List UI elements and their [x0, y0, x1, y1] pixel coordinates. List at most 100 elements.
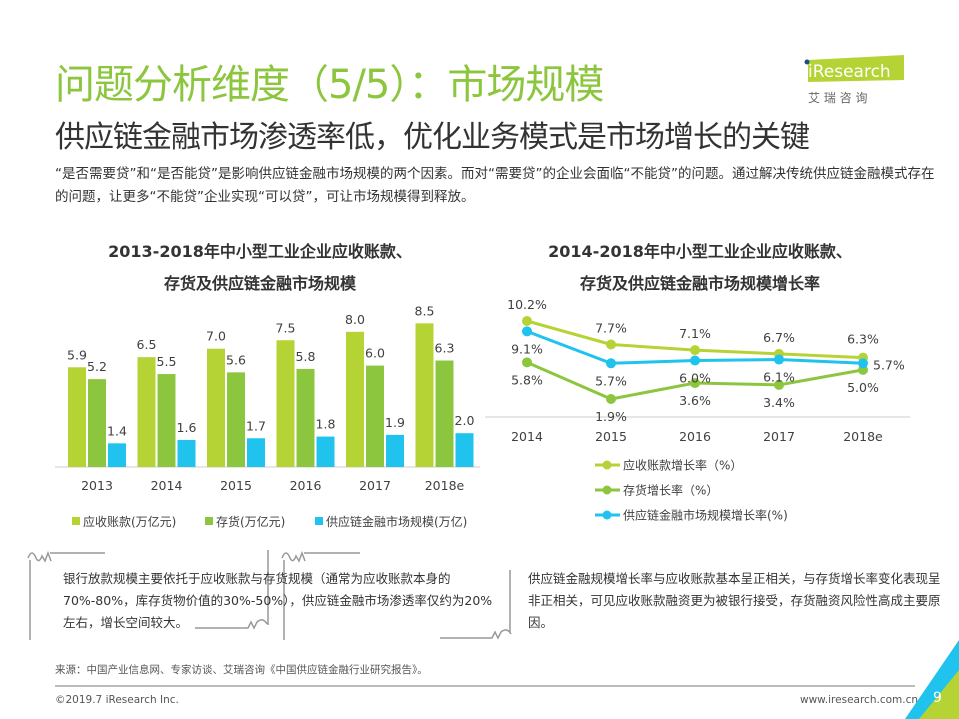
bar — [177, 439, 196, 467]
bar — [276, 340, 295, 467]
x-tick-label: 2017 — [763, 429, 795, 444]
data-label: 5.0% — [847, 380, 879, 395]
intro-text: “是否需要贷”和“是否能贷”是影响供应链金融市场规模的两个因素。而对“需要贷”的… — [55, 166, 935, 205]
x-tick-label: 2017 — [359, 478, 391, 493]
bar — [227, 372, 245, 467]
x-tick-label: 2014 — [151, 478, 183, 493]
note-left: 银行放款规模主要依托于应收账款与存货规模（通常为应收账款本身的70%-80%，库… — [63, 571, 493, 630]
data-label: 6.0 — [365, 346, 385, 361]
bar — [108, 443, 126, 467]
data-label: 5.6 — [226, 352, 246, 367]
data-label: 9.1% — [511, 341, 543, 356]
legend-marker — [602, 510, 612, 520]
footer-divider — [55, 685, 915, 687]
iresearch-logo: iResearch 艾 瑞 咨 询 — [800, 52, 908, 112]
data-label: 6.3% — [847, 332, 879, 347]
data-label: 5.8 — [296, 349, 316, 364]
bar — [296, 368, 315, 467]
data-label: 6.5 — [137, 337, 157, 352]
x-tick-label: 2018e — [843, 429, 883, 444]
copyright: ©2019.7 iResearch Inc. — [55, 694, 179, 706]
x-tick-label: 2016 — [679, 429, 711, 444]
bar-chart-title-line1: 2013-2018年中小型工业企业应收账款、 — [108, 242, 412, 261]
data-point — [858, 358, 868, 369]
website-link[interactable]: www.iresearch.com.cn — [800, 694, 919, 706]
legend-label: 存货(万亿元) — [216, 514, 285, 529]
legend-marker — [602, 460, 612, 470]
data-label: 1.8 — [316, 417, 336, 432]
note-decorations — [27, 550, 512, 640]
data-point — [774, 354, 784, 365]
data-point — [690, 345, 700, 356]
bar — [88, 379, 106, 467]
bar-chart-title-line2: 存货及供应链金融市场规模 — [163, 274, 356, 293]
data-label: 5.2 — [87, 359, 107, 374]
data-label: 1.4 — [107, 423, 127, 438]
data-point — [690, 378, 700, 389]
data-point — [606, 358, 616, 369]
bar — [137, 357, 156, 467]
data-label: 3.4% — [763, 395, 795, 410]
data-point — [606, 339, 616, 350]
data-point — [522, 357, 532, 368]
note-right: 供应链金融规模增长率与应收账款基本呈正相关，与存货增长率变化表现呈非正相关，可见… — [528, 571, 941, 630]
data-point — [774, 379, 784, 390]
bar-chart: 5.95.2 1.4 2013 6.55.5 1.6 2014 7.05.6 1.7 2015 7… — [55, 303, 480, 529]
data-label: 6.1% — [763, 370, 795, 385]
line-chart-title-line1: 2014-2018年中小型工业企业应收账款、 — [548, 242, 852, 261]
page-subtitle: 供应链金融市场渗透率低，优化业务模式是市场增长的关键 — [55, 120, 810, 155]
x-tick-label: 2014 — [511, 429, 543, 444]
legend-label: 应收账款增长率（%） — [623, 458, 742, 473]
x-tick-label: 2015 — [220, 478, 252, 493]
data-label: 7.7% — [595, 321, 627, 336]
bar — [316, 436, 335, 467]
legend-swatch — [72, 517, 80, 525]
logo-cn: 艾 瑞 咨 询 — [808, 90, 867, 105]
data-label: 6.3 — [435, 341, 455, 356]
x-tick-label: 2013 — [81, 478, 113, 493]
data-label: 7.5 — [276, 320, 296, 335]
legend-label: 应收账款(万亿元) — [83, 514, 176, 529]
bar — [455, 433, 474, 467]
bar — [435, 360, 454, 467]
bar — [346, 331, 364, 467]
data-label: 8.5 — [415, 303, 435, 318]
legend-marker — [602, 485, 612, 495]
line-chart-title-line2: 存货及供应链金融市场规模增长率 — [579, 274, 820, 293]
data-label: 1.9 — [385, 415, 405, 430]
bar-chart-title: 2013-2018年中小型工业企业应收账款、 存货及供应链金融市场规模 — [80, 236, 440, 300]
data-label: 6.7% — [763, 330, 795, 345]
data-label: 5.5 — [157, 354, 177, 369]
data-label: 7.0 — [206, 329, 226, 344]
bar — [207, 348, 225, 467]
logo-brand: iResearch — [808, 62, 891, 82]
line-chart: 10.2% 7.7% 7.1% 6.7% 6.3% 5.8% 1.9% 3.6% 3.4% 5.0… — [485, 297, 910, 523]
data-label: 7.1% — [679, 326, 711, 341]
source-text: 来源：中国产业信息网、专家访谈、艾瑞咨询《中国供应链金融行业研究报告》。 — [55, 664, 428, 676]
x-tick-label: 2018e — [425, 478, 465, 493]
data-point — [522, 316, 532, 326]
bar — [415, 323, 434, 467]
bar — [386, 434, 404, 467]
x-tick-label: 2016 — [290, 478, 322, 493]
page-title: 问题分析维度（5/5）：市场规模 — [55, 62, 604, 108]
data-label: 3.6% — [679, 393, 711, 408]
bar — [157, 374, 176, 467]
legend-label: 供应链金融市场规模(万亿) — [326, 514, 467, 529]
data-label: 5.7% — [873, 357, 905, 372]
data-label: 1.7 — [246, 418, 266, 433]
legend-swatch — [205, 517, 213, 525]
data-point — [690, 355, 700, 366]
data-label: 2.0 — [455, 413, 475, 428]
legend-label: 存货增长率（%） — [623, 483, 718, 498]
legend-swatch — [315, 517, 323, 525]
data-label: 5.9 — [67, 347, 87, 362]
data-label: 10.2% — [507, 297, 547, 312]
x-tick-label: 2015 — [595, 429, 627, 444]
corner-decoration — [905, 640, 959, 719]
bar — [366, 365, 384, 467]
bar — [247, 438, 265, 467]
data-label: 1.6 — [177, 420, 197, 435]
bar — [68, 367, 86, 467]
